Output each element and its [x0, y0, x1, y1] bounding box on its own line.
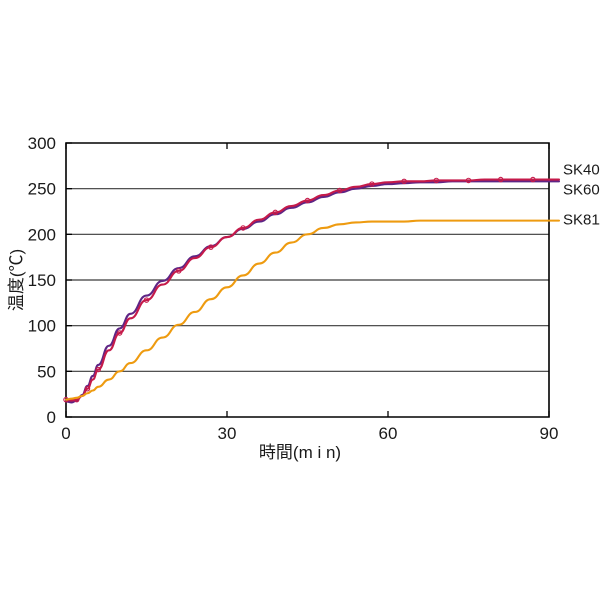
legend-label-sk601[interactable]: SK601 [563, 181, 600, 198]
legend-label-sk401[interactable]: SK401 [563, 162, 600, 179]
series-marker-sk401 [304, 197, 311, 204]
legend-label-sk811[interactable]: SK811 [563, 212, 600, 229]
series-marker-sk401 [84, 385, 91, 392]
gridlines-group [66, 188, 549, 372]
x-tick-labels-group: 0 30 60 90 [61, 424, 558, 443]
series-marker-sk401 [530, 176, 536, 183]
series-marker-sk401 [95, 366, 101, 373]
series-marker-sk401 [369, 181, 375, 187]
x-tick-label-0: 0 [61, 424, 70, 443]
x-tick-label-60: 60 [379, 424, 398, 443]
series-marker-sk401 [175, 268, 182, 274]
y-tick-label-100: 100 [28, 317, 56, 336]
series-line-sk601 [64, 180, 561, 404]
series-marker-sk401 [143, 297, 150, 303]
series-line-sk811 [64, 219, 561, 401]
series-marker-sk401 [401, 178, 407, 185]
series-marker-sk401 [272, 209, 279, 216]
series-line-sk401 [64, 178, 561, 402]
series-marker-sk401 [465, 177, 472, 184]
y-tick-label-200: 200 [28, 225, 56, 244]
y-tick-label-300: 300 [28, 134, 56, 153]
series-lines-group [63, 176, 561, 404]
y-axis-title-group: 温度(℃) [7, 249, 26, 311]
x-tick-marks-group [65, 143, 550, 417]
y-tick-label-0: 0 [47, 408, 56, 427]
y-tick-label-50: 50 [37, 362, 56, 381]
x-axis-title: 時間(m i n) [259, 443, 341, 462]
x-tick-label-90: 90 [540, 424, 559, 443]
series-marker-sk401 [240, 225, 246, 231]
x-tick-label-30: 30 [218, 424, 237, 443]
y-tick-labels-group: 0 50 100 150 200 250 300 [28, 134, 56, 427]
y-tick-label-150: 150 [28, 271, 56, 290]
y-axis-title: 温度(℃) [7, 249, 26, 311]
y-tick-marks-group [66, 142, 72, 418]
series-marker-sk401 [208, 244, 214, 250]
y-tick-label-250: 250 [28, 180, 56, 199]
series-marker-sk401 [336, 187, 343, 194]
series-marker-sk401 [497, 176, 504, 183]
series-marker-sk401 [116, 330, 123, 336]
series-marker-sk401 [433, 177, 440, 184]
legend-group: SK401 SK601 SK811 [563, 162, 600, 229]
